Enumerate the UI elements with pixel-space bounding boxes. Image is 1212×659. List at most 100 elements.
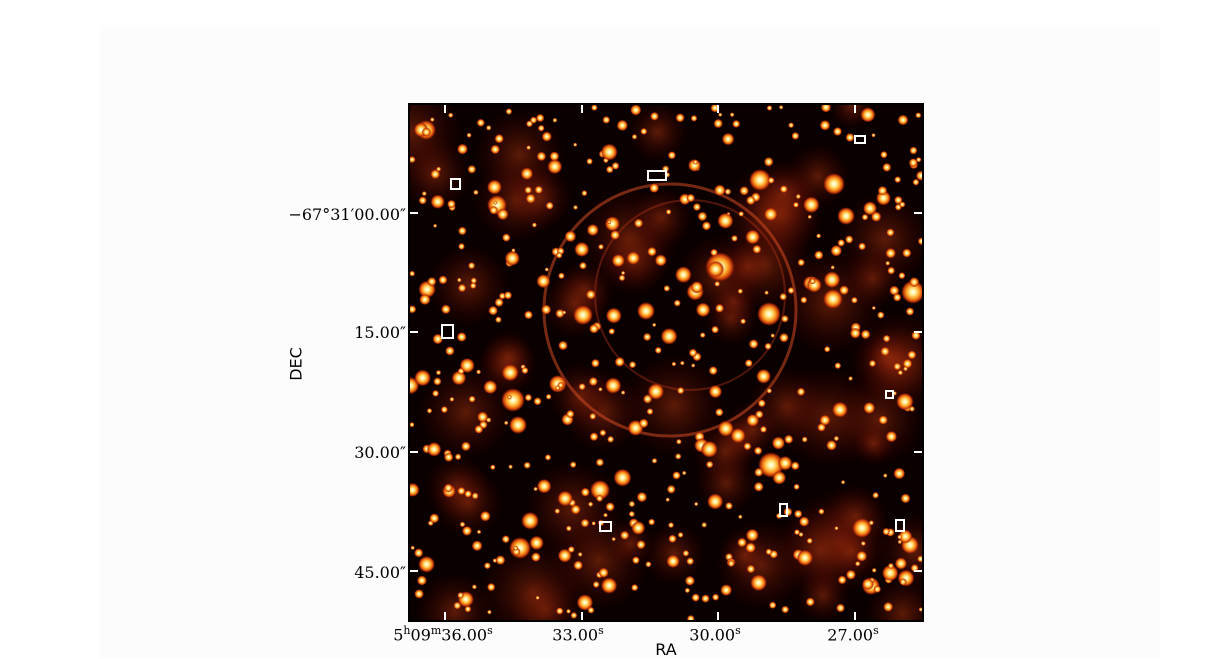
star [880, 346, 890, 357]
star [743, 442, 752, 451]
star [712, 593, 720, 601]
star [620, 390, 626, 395]
star [885, 260, 891, 266]
star [598, 567, 609, 578]
star [732, 119, 741, 128]
star [433, 223, 438, 228]
star [604, 216, 620, 232]
star [818, 508, 825, 515]
star [908, 158, 918, 168]
star [883, 473, 888, 478]
star [486, 125, 492, 131]
star [638, 418, 649, 429]
star [852, 518, 872, 538]
star [882, 334, 891, 343]
x-axis-title: RA [655, 640, 677, 659]
star [715, 408, 724, 417]
star [410, 482, 420, 497]
star [663, 285, 671, 292]
star [730, 428, 746, 444]
nebula-glow-patch [504, 162, 574, 232]
dec-tick-label: 15.00″ [354, 323, 406, 342]
star [488, 305, 498, 316]
star [547, 159, 563, 175]
star [611, 162, 620, 170]
star [714, 184, 726, 197]
star [686, 193, 695, 203]
star [863, 402, 876, 414]
star [671, 361, 677, 367]
marker-boxes [441, 135, 905, 532]
star [569, 461, 577, 469]
star [457, 277, 462, 283]
star [763, 157, 774, 167]
star [596, 494, 604, 502]
star [421, 191, 427, 197]
star [566, 608, 571, 614]
star [621, 270, 626, 276]
star [461, 441, 471, 452]
star [493, 200, 498, 205]
star [834, 362, 842, 370]
star [682, 470, 687, 476]
star [526, 145, 531, 150]
star [524, 393, 533, 402]
star [414, 369, 431, 387]
star [567, 546, 575, 553]
star [708, 366, 718, 376]
ra-tick-label: 33.00s [552, 624, 604, 645]
star [607, 219, 612, 225]
star [686, 614, 695, 620]
star [737, 288, 743, 294]
star [826, 440, 837, 451]
star [845, 569, 856, 580]
star [699, 332, 706, 338]
star [746, 195, 756, 206]
star [570, 612, 578, 619]
star [494, 298, 504, 307]
star [426, 408, 433, 414]
star [819, 120, 831, 131]
star [509, 416, 527, 434]
star [665, 497, 670, 502]
star [885, 247, 896, 259]
star [432, 333, 444, 345]
star [554, 508, 561, 514]
star [495, 316, 502, 323]
star [675, 266, 692, 284]
star [745, 542, 756, 553]
star [580, 487, 590, 497]
star [860, 541, 866, 546]
star [796, 387, 806, 396]
star [451, 370, 467, 386]
star [672, 471, 681, 480]
star [586, 224, 599, 236]
star [713, 118, 723, 129]
star [631, 584, 639, 592]
star [558, 340, 568, 351]
star [470, 277, 477, 284]
star [645, 561, 652, 568]
star [473, 189, 479, 196]
star [414, 589, 424, 599]
star [897, 534, 903, 540]
star [462, 525, 472, 536]
star [449, 396, 455, 402]
nebula-glow-patch [720, 530, 770, 580]
star [501, 388, 525, 412]
star [457, 283, 467, 293]
star [894, 203, 902, 211]
ra-tick-label: 30.00s [689, 624, 741, 645]
nebula-glow-patch [540, 270, 609, 339]
marker-box [854, 135, 866, 144]
star [643, 332, 652, 342]
star [476, 118, 485, 127]
star [533, 397, 542, 406]
star [707, 493, 724, 510]
star [833, 127, 843, 136]
star [464, 605, 472, 613]
star [701, 594, 710, 603]
image-panel[interactable] [408, 103, 924, 622]
star [562, 310, 567, 315]
star [495, 555, 506, 565]
